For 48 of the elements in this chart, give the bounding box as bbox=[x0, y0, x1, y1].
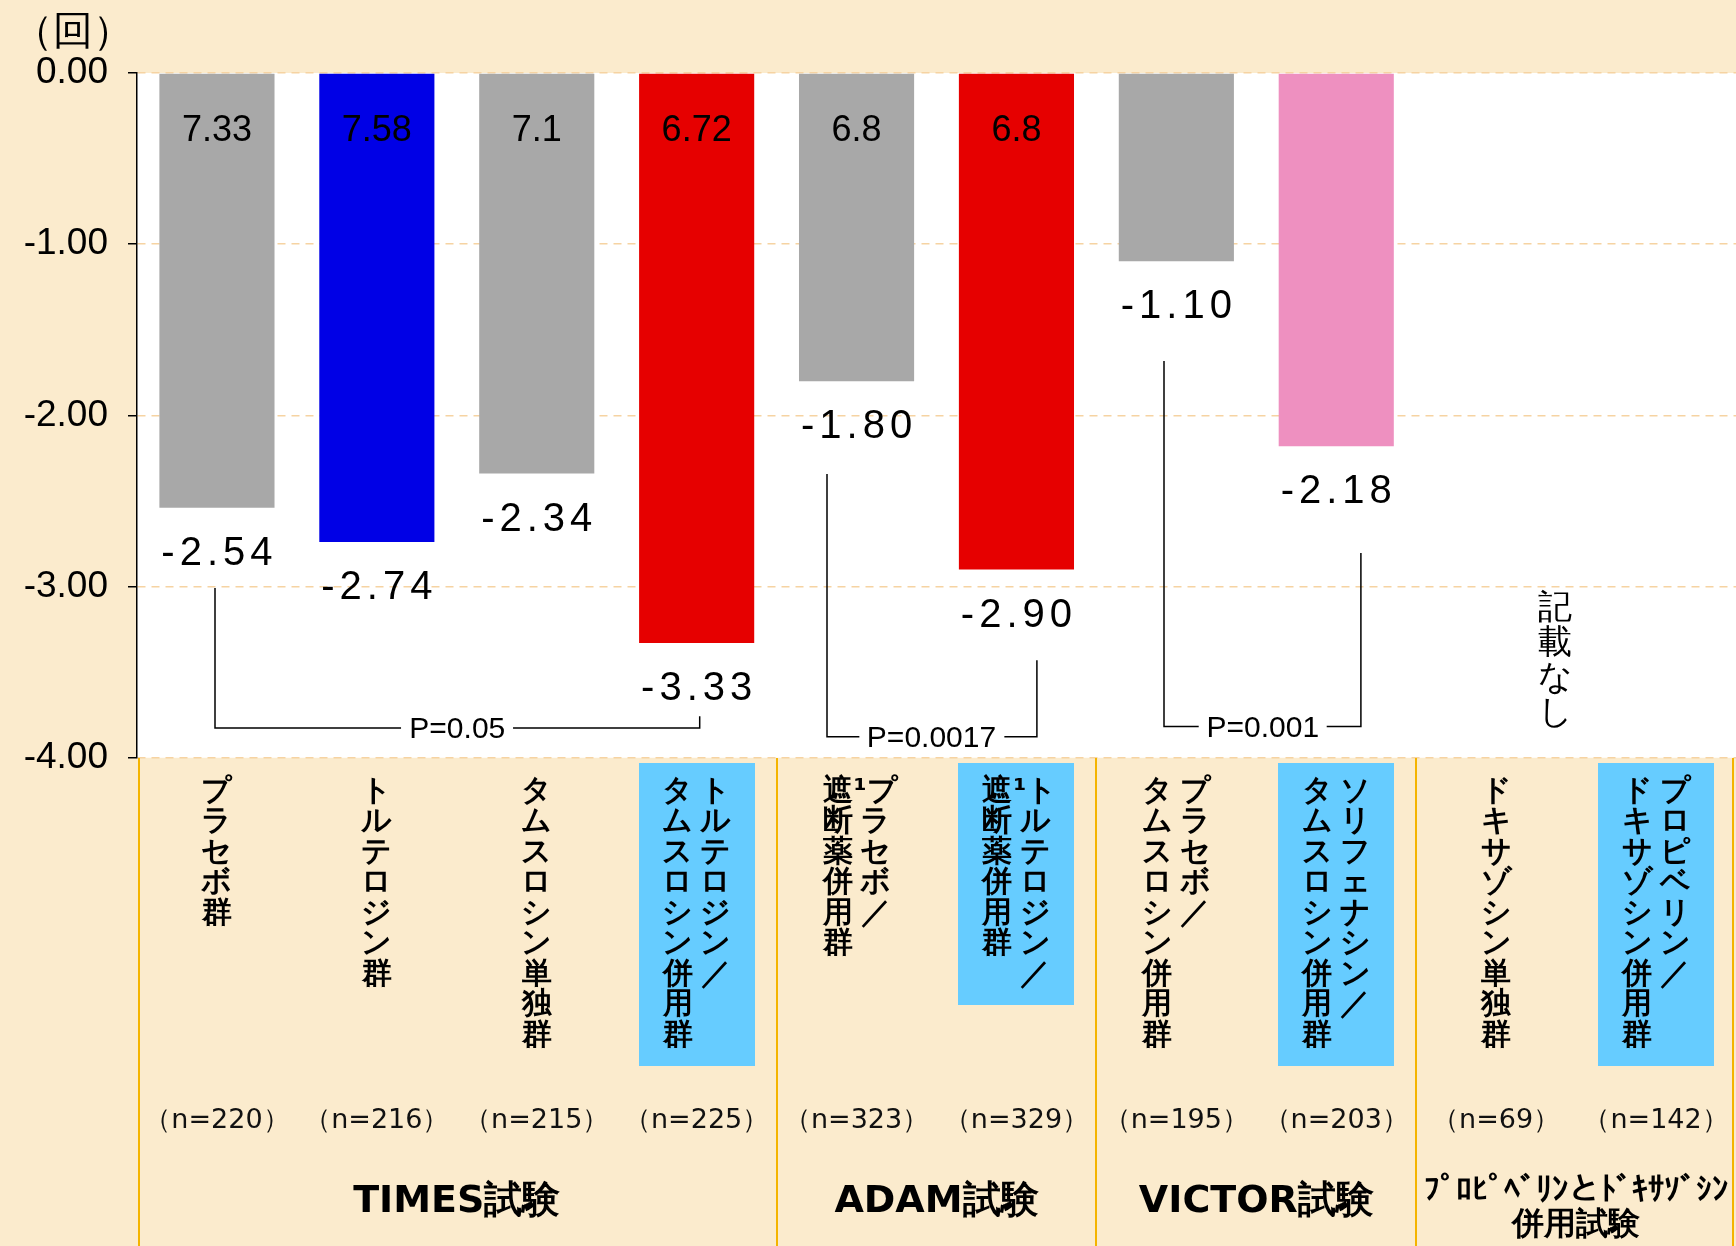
y-tick-label: -2.00 bbox=[23, 392, 108, 434]
text: （n=329） bbox=[943, 1102, 1090, 1134]
y-tick-label: -4.00 bbox=[23, 735, 108, 776]
category-label: トルテロジン／タムスロシン併用群 bbox=[662, 771, 732, 1051]
text: （n=323） bbox=[783, 1102, 930, 1134]
category-label: ドキサゾシン単独群 bbox=[1480, 771, 1512, 1051]
text: （n=220） bbox=[144, 1102, 290, 1134]
text: （n=216） bbox=[304, 1102, 450, 1134]
text: （n=195） bbox=[1103, 1102, 1249, 1134]
annotation: P=0.001 bbox=[1198, 709, 1328, 743]
y-axis-title: （回） bbox=[13, 7, 133, 53]
annotation: 6.8 bbox=[991, 107, 1042, 149]
annotation: 6.72 bbox=[661, 107, 732, 149]
text: ﾌﾟﾛﾋﾟﾍﾞﾘﾝとﾄﾞｷｻｿﾞｼﾝ併用試験 bbox=[1423, 1170, 1730, 1242]
annotation: 7.58 bbox=[341, 107, 412, 149]
text: ADAM試験 bbox=[833, 1176, 1040, 1222]
annotation: 記載なし bbox=[1536, 585, 1574, 731]
annotation: 6.8 bbox=[831, 107, 882, 149]
annotation: P=0.0017 bbox=[858, 719, 1005, 753]
data-label: -2.18 bbox=[1280, 467, 1397, 512]
data-label: -2.90 bbox=[960, 590, 1078, 635]
annotation: 7.1 bbox=[511, 107, 562, 149]
annotation: 7.33 bbox=[181, 107, 252, 149]
y-tick-label: 0.00 bbox=[35, 50, 108, 92]
text: （n=225） bbox=[624, 1102, 770, 1134]
y-tick-label: -3.00 bbox=[23, 563, 108, 605]
text: TIMES試験 bbox=[352, 1176, 562, 1222]
category-label: ¹プラセボ／遮断薬併用群 bbox=[822, 771, 898, 960]
category-label: ¹トルテロジン／遮断薬併用群 bbox=[982, 771, 1058, 990]
text: （n=142） bbox=[1583, 1102, 1729, 1134]
x-tick-label: トルテロジン群 bbox=[360, 771, 394, 990]
text: （n=203） bbox=[1263, 1102, 1409, 1134]
text: （n=215） bbox=[464, 1102, 610, 1134]
category-label: プロピベリン／ドキサゾシン併用群 bbox=[1621, 771, 1691, 1051]
x-tick-label: プラセボ群 bbox=[200, 771, 234, 929]
y-tick-label: -1.00 bbox=[23, 221, 108, 263]
data-label: -2.54 bbox=[161, 528, 278, 573]
data-label: -2.74 bbox=[321, 563, 438, 608]
data-label: -2.34 bbox=[481, 494, 598, 539]
data-label: -1.10 bbox=[1120, 282, 1237, 327]
text: VICTOR試験 bbox=[1137, 1176, 1375, 1222]
category-label: ソリフェナシン／タムスロシン併用群 bbox=[1301, 771, 1371, 1051]
text: （n=69） bbox=[1432, 1102, 1561, 1134]
annotation: P=0.05 bbox=[401, 710, 514, 744]
category-label: タムスロシン単独群 bbox=[521, 771, 553, 1051]
data-label: -3.33 bbox=[641, 664, 758, 709]
category-label: プラセボ／タムスロシン併用群 bbox=[1141, 771, 1211, 1051]
data-label: -1.80 bbox=[800, 402, 918, 447]
